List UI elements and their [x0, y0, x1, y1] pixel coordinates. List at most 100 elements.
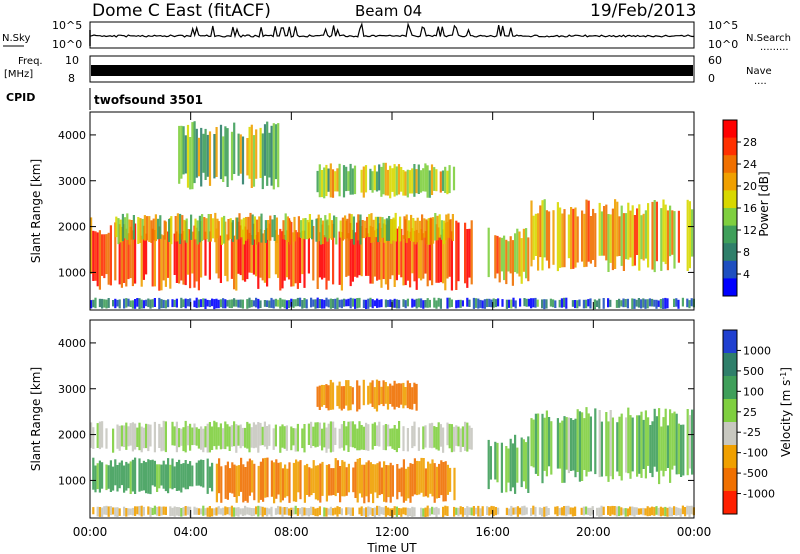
- heatmap-cell: [292, 299, 295, 308]
- heatmap-cell: [316, 507, 319, 517]
- heatmap-cell: [98, 507, 101, 517]
- heatmap-cell: [178, 459, 181, 491]
- heatmap-cell: [631, 205, 634, 267]
- heatmap-cell: [688, 505, 691, 517]
- heatmap-cell: [301, 428, 304, 449]
- heatmap-cell: [582, 299, 585, 309]
- heatmap-cell: [127, 233, 130, 280]
- heatmap-cell: [449, 219, 452, 240]
- heatmap-cell: [481, 300, 484, 309]
- heatmap-cell: [222, 298, 225, 309]
- heatmap-cell: [292, 232, 295, 287]
- heatmap-cell: [224, 126, 227, 177]
- heatmap-cell: [587, 299, 590, 307]
- heatmap-cell: [251, 214, 254, 245]
- heatmap-cell: [323, 507, 326, 517]
- heatmap-cell: [327, 168, 330, 192]
- heatmap-cell: [378, 505, 381, 517]
- heatmap-cell: [490, 505, 493, 515]
- heatmap-cell: [247, 216, 250, 240]
- heatmap-cell: [107, 232, 110, 285]
- heatmap-cell: [351, 168, 354, 195]
- heatmap-cell: [466, 297, 469, 307]
- heatmap-cell: [147, 459, 150, 494]
- heatmap-cell: [274, 298, 277, 307]
- heatmap-cell: [383, 219, 386, 243]
- heatmap-cell: [510, 299, 513, 309]
- colorbar-segment: [723, 399, 737, 423]
- colorbar-segment: [723, 120, 737, 139]
- heatmap-cell: [325, 164, 328, 197]
- heatmap-cell: [521, 506, 524, 516]
- heatmap-cell: [538, 507, 541, 515]
- heatmap-cell: [231, 462, 234, 494]
- heatmap-cell: [406, 380, 409, 409]
- heatmap-cell: [494, 507, 497, 516]
- heatmap-cell: [329, 163, 332, 198]
- heatmap-cell: [318, 422, 321, 446]
- nsky-line: [89, 22, 695, 39]
- heatmap-cell: [152, 218, 155, 241]
- heatmap-cell: [400, 383, 403, 405]
- heatmap-cell: [338, 381, 341, 409]
- heatmap-cell: [156, 464, 159, 492]
- heatmap-cell: [607, 298, 610, 308]
- heatmap-cell: [209, 214, 212, 242]
- heatmap-cell: [197, 231, 200, 291]
- heatmap-cell: [119, 219, 122, 243]
- heatmap-cell: [412, 218, 415, 242]
- heatmap-cell: [428, 299, 431, 308]
- heatmap-cell: [486, 506, 489, 515]
- heatmap-cell: [427, 218, 430, 245]
- heatmap-cell: [449, 467, 452, 492]
- heatmap-cell: [487, 439, 490, 490]
- heatmap-cell: [197, 137, 201, 177]
- heatmap-cell: [410, 214, 413, 241]
- heatmap-cell: [117, 218, 120, 245]
- heatmap-cell: [614, 199, 617, 269]
- heatmap-cell: [142, 506, 145, 516]
- heatmap-cell: [435, 466, 438, 499]
- heatmap-cell: [345, 166, 348, 192]
- heatmap-cell: [325, 507, 328, 517]
- heatmap-cell: [103, 506, 106, 515]
- heatmap-cell: [202, 460, 205, 488]
- heatmap-cell: [237, 465, 240, 497]
- heatmap-cell: [189, 461, 192, 487]
- heatmap-cell: [431, 219, 434, 286]
- heatmap-cell: [496, 442, 499, 483]
- heatmap-cell: [239, 225, 242, 276]
- heatmap-cell: [398, 468, 401, 493]
- heatmap-cell: [283, 507, 286, 515]
- heatmap-cell: [252, 508, 255, 516]
- heatmap-cell: [303, 424, 306, 453]
- heatmap-cell: [127, 426, 130, 447]
- heatmap-cell: [574, 506, 577, 516]
- heatmap-cell: [409, 508, 412, 517]
- heatmap-cell: [446, 297, 449, 309]
- heatmap-cell: [567, 214, 570, 259]
- heatmap-cell: [334, 171, 337, 192]
- heatmap-cell: [292, 428, 295, 446]
- heatmap-cell: [371, 380, 374, 407]
- heatmap-cell: [366, 216, 369, 237]
- heatmap-cell: [398, 299, 401, 309]
- heatmap-cell: [444, 166, 447, 193]
- heatmap-cell: [556, 418, 559, 469]
- heatmap-cell: [655, 201, 658, 262]
- heatmap-cell: [285, 300, 288, 310]
- heatmap-cell: [393, 298, 396, 308]
- heatmap-cell: [408, 170, 412, 194]
- heatmap-cell: [292, 507, 295, 515]
- heatmap-cell: [191, 231, 194, 274]
- heatmap-cell: [194, 218, 197, 240]
- heatmap-cell: [428, 218, 431, 281]
- heatmap-cell: [349, 507, 352, 516]
- heatmap-cell: [691, 409, 694, 475]
- heatmap-cell: [371, 226, 374, 284]
- heatmap-cell: [272, 428, 275, 450]
- heatmap-cell: [149, 460, 152, 495]
- heatmap-cell: [296, 423, 299, 452]
- freq-trace: [91, 65, 693, 76]
- heatmap-cell: [512, 507, 515, 515]
